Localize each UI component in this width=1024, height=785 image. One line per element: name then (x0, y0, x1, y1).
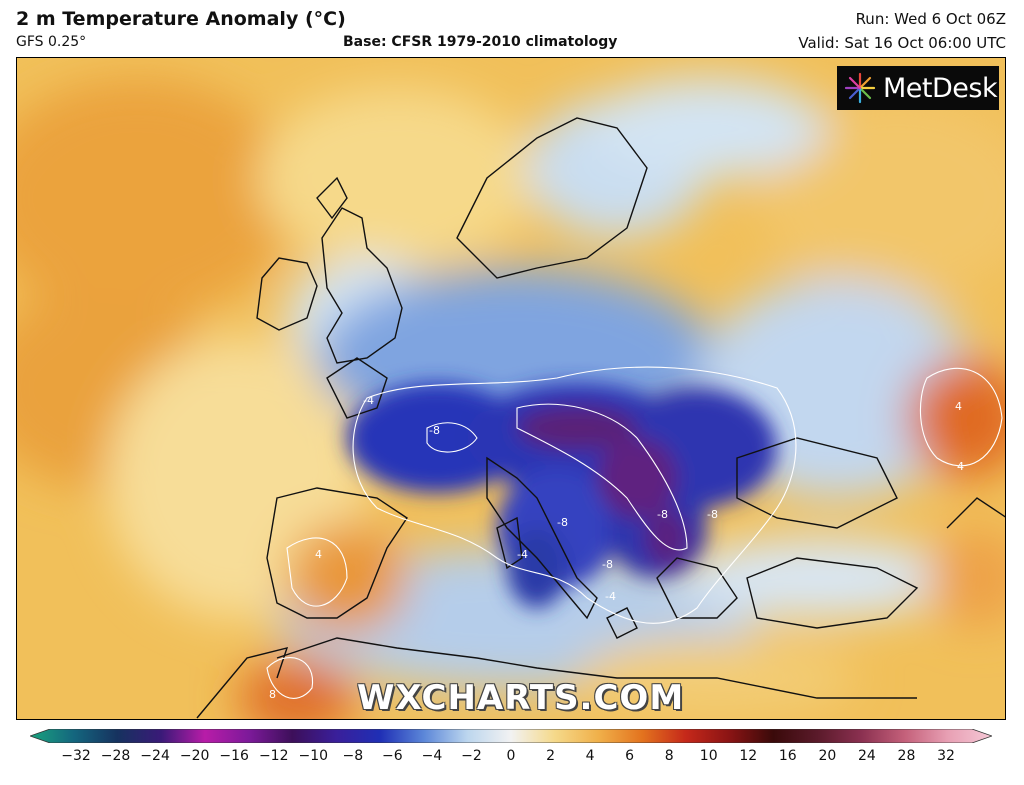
colorbar-tick-label: 12 (739, 748, 758, 764)
coastlines (196, 117, 1005, 719)
contour-label: -4 (605, 590, 616, 603)
contour-label: -8 (429, 424, 440, 437)
colorbar-tick-label: 2 (546, 748, 555, 764)
model-label: GFS 0.25° (16, 34, 87, 50)
colorbar-tick-label: −28 (100, 748, 131, 764)
starburst-icon (844, 72, 876, 104)
valid-time-label: Valid: Sat 16 Oct 06:00 UTC (798, 34, 1006, 52)
contour-label: -8 (707, 508, 718, 521)
colorbar-tick-label: −32 (61, 748, 91, 764)
colorbar-tick-label: −16 (219, 748, 249, 764)
colorbar-tick-label: 8 (664, 748, 674, 764)
colorbar-tick-label: −2 (461, 748, 482, 764)
colorbar-tick-label: −12 (258, 748, 289, 764)
anomaly-map: -8 -8 -8 -8 -8 -4 -4 -4 4 4 4 8 (16, 57, 1006, 720)
contour-label: 4 (315, 548, 322, 561)
contour-value-labels: -8 -8 -8 -8 -8 -4 -4 -4 4 4 4 8 (269, 394, 964, 701)
colorbar-tick-label: 4 (585, 748, 595, 764)
map-canvas: -8 -8 -8 -8 -8 -4 -4 -4 4 4 4 8 (17, 58, 1005, 719)
colorbar-tick-label: 6 (625, 748, 635, 764)
cold-core-shading (347, 383, 777, 608)
contour-label: -8 (657, 508, 668, 521)
contour-label: -8 (557, 516, 568, 529)
contour-label: 4 (955, 400, 962, 413)
contour-label: -8 (602, 558, 613, 571)
colorbar (30, 729, 992, 743)
colorbar-tick-label: −4 (421, 748, 443, 764)
colorbar-tick-label: 32 (937, 748, 955, 764)
contour-label: 4 (957, 460, 964, 473)
colorbar-ticks: −32 −28 −24 −20 −16 −12 −10 −8 −6 −4 −2 0 2 4 6 8 10 12 16… (0, 748, 1024, 768)
colorbar-tick-label: −6 (382, 748, 403, 764)
metdesk-logo: MetDesk (837, 66, 999, 110)
run-time-label: Run: Wed 6 Oct 06Z (855, 10, 1006, 28)
contour-label: -4 (517, 548, 528, 561)
colorbar-tick-label: 10 (699, 748, 718, 764)
chart-title: 2 m Temperature Anomaly (°C) (16, 8, 346, 30)
colorbar-tick-label: 24 (857, 748, 876, 764)
colorbar-tick-label: 20 (818, 748, 837, 764)
colorbar-tick-label: −24 (140, 748, 170, 764)
contour-label: -4 (363, 394, 374, 407)
base-climatology-label: Base: CFSR 1979-2010 climatology (343, 34, 618, 50)
colorbar-tick-label: 16 (778, 748, 797, 764)
wxcharts-watermark: WXCHARTS.COM (357, 678, 685, 718)
colorbar-tick-label: −10 (298, 748, 329, 764)
contour-lines (266, 366, 1003, 699)
colorbar-tick-label: 28 (897, 748, 916, 764)
colorbar-tick-label: 0 (506, 748, 516, 764)
colorbar-tick-label: −20 (179, 748, 210, 764)
logo-text: MetDesk (883, 72, 998, 104)
contour-label: 8 (269, 688, 276, 701)
colorbar-tick-label: −8 (342, 748, 364, 764)
